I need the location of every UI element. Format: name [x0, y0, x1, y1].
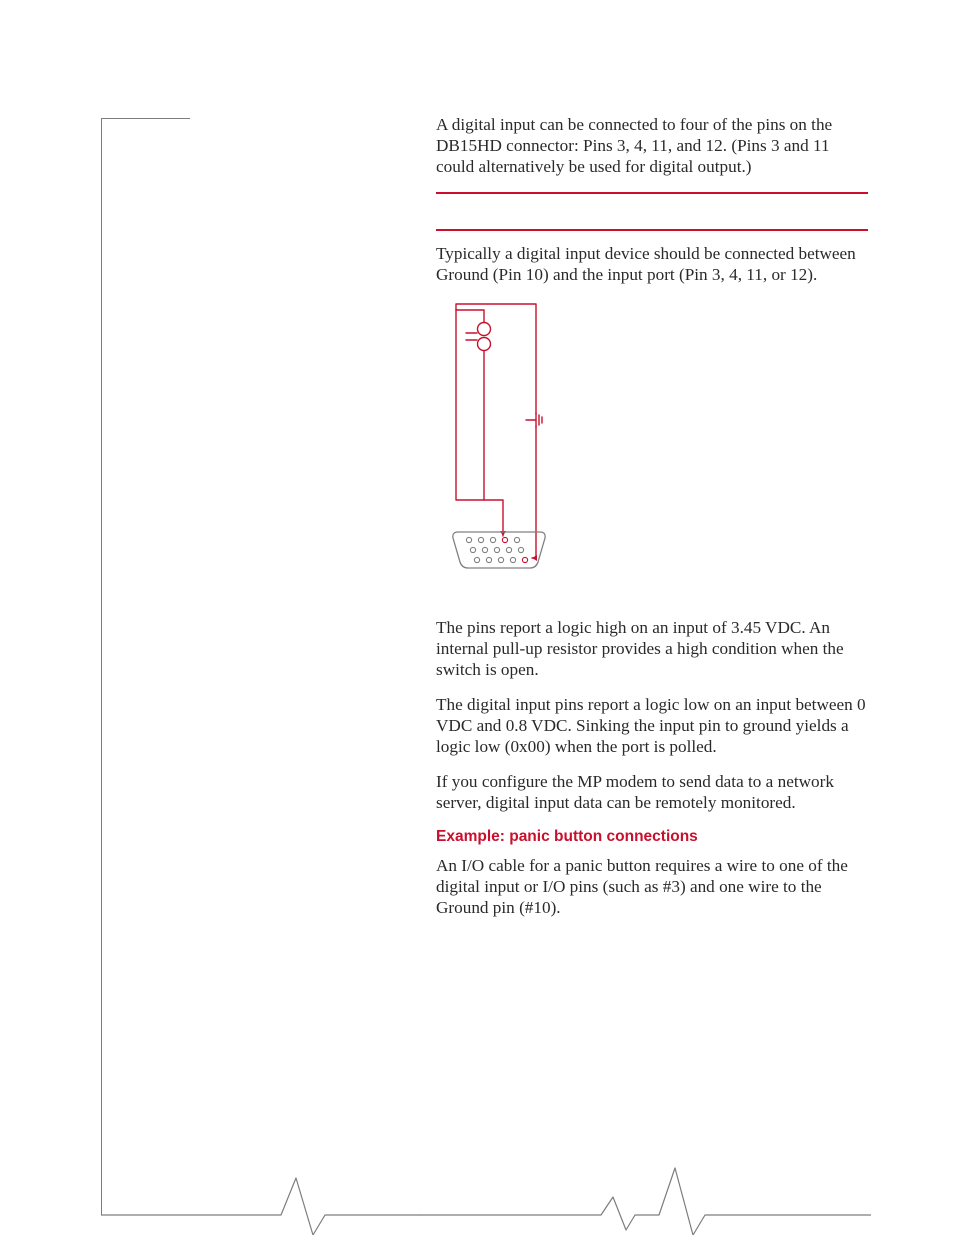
schematic-svg — [436, 300, 576, 595]
ekg-segment-right — [419, 1168, 871, 1235]
remote-monitor-paragraph: If you configure the MP modem to send da… — [436, 772, 868, 814]
switch-contact-lower — [478, 337, 491, 350]
connection-paragraph: Typically a digital input device should … — [436, 244, 868, 286]
switch-contact-upper — [478, 322, 491, 335]
schematic-diagram — [436, 300, 868, 600]
intro-paragraph: A digital input can be connected to four… — [436, 115, 868, 178]
logic-low-paragraph: The digital input pins report a logic lo… — [436, 695, 868, 758]
sidebar-top-rule — [101, 118, 190, 119]
page: A digital input can be connected to four… — [0, 0, 954, 1235]
red-rule-bottom — [436, 229, 868, 231]
logic-high-paragraph: The pins report a logic high on an input… — [436, 618, 868, 681]
wire-to-ground-pin — [532, 426, 536, 558]
arrow-ground-pin — [532, 555, 537, 561]
red-rule-top — [436, 192, 868, 194]
ekg-footer — [101, 1164, 871, 1235]
wire-to-input-pin — [484, 351, 503, 536]
sidebar-vertical-rule — [101, 118, 102, 1215]
db15hd-connector — [453, 532, 545, 568]
connector-shell — [453, 532, 545, 568]
wire-top-left — [456, 310, 484, 322]
ekg-segment-left — [101, 1178, 419, 1235]
wire-top-frame — [456, 304, 536, 414]
example-paragraph: An I/O cable for a panic button requires… — [436, 856, 868, 919]
example-heading: Example: panic button connections — [436, 828, 868, 846]
main-content: A digital input can be connected to four… — [436, 115, 868, 933]
